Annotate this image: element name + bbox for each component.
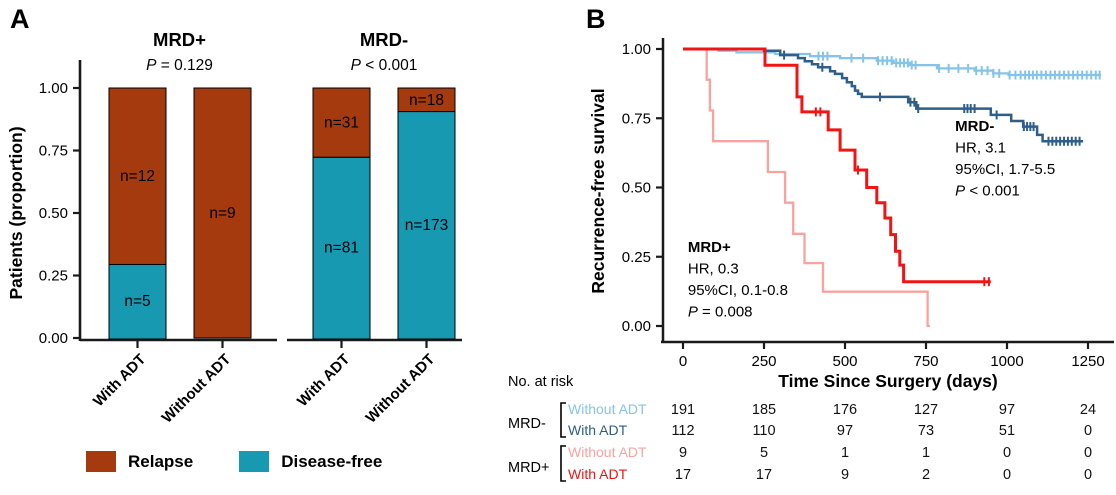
risk-group-bracket — [560, 402, 566, 438]
risk-group-label: MRD+ — [508, 460, 550, 476]
risk-group-label: MRD- — [508, 416, 546, 432]
y-axis-title: Recurrence-free survival — [588, 88, 608, 293]
risk-row-label: Without ADT — [568, 401, 647, 417]
bar-segment-label: n=31 — [324, 115, 359, 132]
facet-pvalue: P < 0.001 — [351, 57, 418, 74]
y-tick-label: 1.00 — [622, 41, 651, 58]
annotation-line: HR, 3.1 — [955, 139, 1006, 156]
annotation-line: 95%CI, 1.7-5.5 — [955, 161, 1055, 178]
y-tick-label: 0.75 — [622, 110, 651, 127]
x-category-label: Without ADT — [363, 351, 439, 427]
bar-segment-label: n=12 — [120, 168, 155, 185]
bar-segment-label: n=173 — [405, 217, 449, 234]
y-tick-label: 0.50 — [39, 205, 68, 222]
risk-count: 9 — [679, 445, 687, 461]
km-curve-mrd-with-adt — [683, 47, 991, 284]
risk-count: 176 — [833, 402, 857, 418]
risk-count: 97 — [999, 402, 1015, 418]
panel-b-label: B — [586, 4, 606, 34]
legend-label-relapse: Relapse — [128, 451, 194, 471]
risk-count: 185 — [752, 402, 776, 418]
kaplan-meier-chart: 0.000.250.500.751.000 250 500 750 1000 1250Ti… — [508, 38, 1114, 483]
stacked-bar-chart: 0.00 0.25 0.50 0.75 1.00 Patients (proportion… — [6, 29, 462, 427]
risk-count: 73 — [918, 423, 934, 439]
km-curve-mrd-without-adt — [683, 47, 930, 328]
y-tick-label: 0.25 — [39, 268, 68, 285]
risk-count: 127 — [914, 402, 938, 418]
bar-segment-label: n=5 — [124, 293, 150, 310]
risk-count: 51 — [999, 423, 1015, 439]
risk-row-label: Without ADT — [568, 444, 647, 460]
risk-count: 5 — [760, 445, 768, 461]
km-curve-mrd-without-adt — [683, 47, 1101, 77]
x-category-label: Without ADT — [159, 351, 235, 427]
bar-segment-label: n=18 — [409, 92, 444, 109]
bar-segment-relapse — [108, 87, 167, 265]
y-tick-label: 1.00 — [39, 80, 68, 97]
panel-a-legend: Relapse Disease-free — [86, 451, 382, 472]
annotation-line: MRD+ — [688, 239, 731, 256]
annotation-line: HR, 0.3 — [688, 261, 739, 278]
risk-count: 0 — [1084, 445, 1092, 461]
bar-segment-relapse — [193, 87, 252, 339]
x-tick-label: 1250 — [1071, 353, 1104, 370]
annotation-line: P = 0.008 — [688, 304, 753, 321]
bar-segment-disease-free — [108, 263, 167, 340]
risk-count: 0 — [1084, 467, 1092, 483]
bar-segment-relapse — [312, 87, 371, 158]
y-tick-label: 0.25 — [622, 249, 651, 266]
facet-pvalue: P = 0.129 — [146, 57, 213, 74]
bar-segment-label: n=81 — [324, 240, 359, 257]
facet-title: MRD+ — [153, 29, 206, 50]
panel-a-label: A — [10, 4, 30, 34]
risk-count: 0 — [1084, 423, 1092, 439]
legend-swatch-disease-free — [239, 451, 270, 472]
x-axis-title: Time Since Surgery (days) — [778, 371, 998, 391]
risk-count: 1 — [922, 445, 930, 461]
risk-count: 112 — [671, 423, 694, 439]
risk-count: 17 — [756, 467, 772, 483]
y-tick-label: 0.00 — [622, 318, 651, 335]
risk-count: 97 — [837, 423, 853, 439]
risk-row-label: With ADT — [568, 466, 628, 482]
legend-label-disease-free: Disease-free — [281, 451, 383, 471]
risk-count: 0 — [1003, 467, 1011, 483]
bar-segment-relapse — [397, 87, 456, 113]
x-tick-label: 750 — [913, 353, 938, 370]
x-category-label: With ADT — [294, 351, 353, 410]
y-axis-title: Patients (proportion) — [6, 126, 26, 299]
legend-swatch-relapse — [86, 451, 116, 472]
x-tick-label: 250 — [751, 353, 776, 370]
x-tick-label: 0 — [679, 353, 687, 370]
risk-count: 1 — [841, 445, 849, 461]
km-curve-mrd-with-adt — [683, 47, 1084, 143]
risk-count: 2 — [922, 467, 930, 483]
risk-count: 9 — [841, 467, 849, 483]
bar-segment-disease-free — [312, 156, 371, 340]
risk-row-label: With ADT — [568, 422, 628, 438]
annotation-line: 95%CI, 0.1-0.8 — [688, 282, 788, 299]
risk-count: 24 — [1080, 402, 1096, 418]
x-tick-label: 500 — [832, 353, 857, 370]
x-tick-label: 1000 — [990, 353, 1023, 370]
annotation-line: P < 0.001 — [955, 182, 1020, 199]
risk-table-header: No. at risk — [508, 374, 574, 390]
facet-title: MRD- — [360, 29, 408, 50]
risk-count: 191 — [671, 402, 695, 418]
bar-segment-disease-free — [397, 111, 456, 340]
risk-count: 110 — [752, 423, 775, 439]
y-tick-label: 0.50 — [622, 180, 651, 197]
risk-group-bracket — [560, 445, 566, 482]
y-tick-label: 0.00 — [39, 330, 68, 347]
risk-count: 0 — [1003, 445, 1011, 461]
x-category-label: With ADT — [90, 351, 149, 410]
bar-segment-label: n=9 — [209, 205, 235, 222]
y-tick-label: 0.75 — [39, 143, 68, 160]
annotation-line: MRD- — [955, 118, 994, 135]
risk-count: 17 — [675, 467, 691, 483]
